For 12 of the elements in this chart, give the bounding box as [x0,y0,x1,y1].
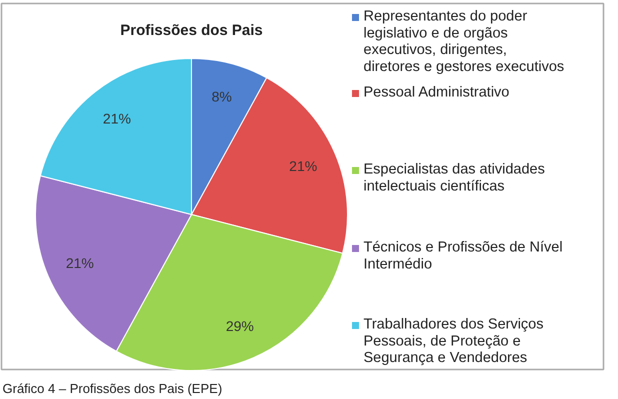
text: Profissões dos Pais [120,22,263,39]
legend-label: Técnicos e Profissões de Nível Intermédio [364,240,563,272]
legend-label: Pessoal Administrativo [364,84,510,100]
data-label: 29% [226,318,254,334]
data-label: 21% [289,158,318,174]
legend-label: Especialistas das atividades intelectuais científicas [364,162,545,194]
legend-label: Trabalhadores dos Serviços Pessoais, de Proteção e Segurança e Vendedores [364,316,544,366]
data-label: 21% [66,254,94,271]
data-label: 8% [212,88,232,105]
data-label: 21% [102,110,131,126]
text: Gráfico 4 – Profissões dos Pais (EPE) [2,381,222,396]
legend-label: Representantes do poder legislativo e de orgãos executivos, dirigentes, diretores e gestores executivos [364,8,564,75]
